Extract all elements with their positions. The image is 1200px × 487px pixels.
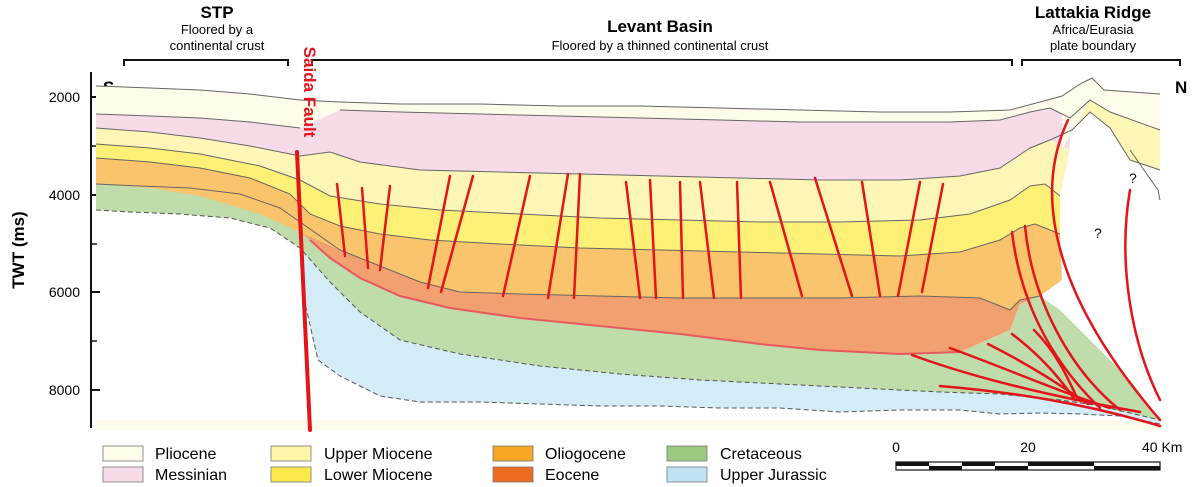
legend-swatch-cretaceous (666, 445, 708, 462)
legend: Pliocene Messinian Upper Miocene Lower M… (102, 445, 827, 484)
fault-18 (920, 182, 945, 294)
fault-8 (572, 172, 582, 300)
stratum-upper-jurassic (300, 248, 1160, 424)
fault-15 (813, 176, 854, 298)
fault-13 (735, 180, 743, 300)
fault-5 (439, 174, 475, 294)
thrust-splay-4 (1010, 332, 1077, 402)
y-axis-title: TWT (ms) (9, 211, 28, 288)
levant-basin-subtitle: Floored by a thinned continental crust (552, 38, 769, 53)
cretaceous-base-line (95, 209, 1161, 421)
y-tick-label-4000: 4000 (49, 187, 80, 203)
lattakia-ridge-subtitle-line2: plate boundary (1050, 38, 1137, 53)
legend-swatch-pliocene (102, 445, 144, 462)
stratum-cretaceous (96, 184, 1160, 420)
fault-2 (360, 186, 370, 270)
saida-fault-line (295, 150, 312, 432)
stratum-eocene (300, 232, 1040, 354)
stratum-lower-miocene (96, 144, 1060, 256)
y-tick-label-2000: 2000 (49, 89, 80, 105)
eocene-base-line (309, 239, 961, 356)
stratum-upper-miocene (96, 128, 1070, 222)
jurassic-base-line (301, 289, 1161, 425)
fault-12 (698, 180, 716, 300)
thrust-3 (1050, 118, 1162, 422)
thrust-2 (1023, 224, 1122, 412)
levant-basin-title: Levant Basin (607, 17, 713, 36)
scale-label-20: 20 (1020, 439, 1036, 455)
horizon-lines (95, 77, 1161, 311)
fault-4 (426, 174, 452, 290)
fault-16 (860, 180, 882, 298)
fault-1 (335, 182, 347, 258)
stratum-basement-fill (96, 420, 1160, 430)
lattakia-ridge-bracket (1021, 59, 1181, 66)
fault-11 (678, 180, 685, 300)
thrust-splay-3 (986, 342, 1090, 406)
stratum-ridge-core (1062, 110, 1160, 420)
fault-14 (768, 180, 804, 298)
legend-label-upper-jurassic: Upper Jurassic (720, 467, 827, 484)
fault-9 (624, 180, 642, 300)
thrust-splay-5 (1032, 328, 1080, 402)
scale-bar: 0 20 40 Km (892, 439, 1182, 471)
ridge-top-cover (1062, 78, 1160, 150)
fault-10 (648, 178, 658, 300)
scale-label-40-km: 40 Km (1142, 439, 1182, 455)
stp-subtitle-line1: Floored by a (181, 22, 254, 37)
legend-label-pliocene: Pliocene (155, 446, 216, 463)
saida-fault-label: Saida Fault (300, 47, 319, 138)
legend-label-eocene: Eocene (545, 467, 599, 484)
unknown-mark-lower: ? (1094, 225, 1102, 241)
north-end-label: N (1175, 78, 1187, 97)
unknown-mark-upper: ? (1129, 170, 1137, 186)
thrust-splay-1 (910, 353, 1142, 414)
legend-label-oliogocene: Oliogocene (545, 446, 626, 463)
ridge-upper-layers (1062, 100, 1160, 170)
legend-swatch-eocene (492, 466, 534, 483)
stp-subtitle-line2: continental crust (170, 38, 265, 53)
strata (95, 77, 1161, 430)
legend-swatch-upper-miocene (270, 445, 312, 462)
stp-title: STP (200, 3, 233, 22)
fault-6 (501, 174, 532, 298)
stratum-messinian (96, 108, 1070, 180)
basal-detachment (938, 384, 1162, 428)
legend-swatch-messinian (102, 466, 144, 483)
legend-swatch-upper-jurassic (666, 466, 708, 483)
stratum-pliocene (96, 86, 1070, 128)
fault-17 (896, 180, 922, 298)
levant-basin-bracket (311, 59, 1013, 66)
stp-bracket (123, 59, 289, 66)
y-tick-label-8000: 8000 (49, 382, 80, 398)
thrust-4 (1124, 188, 1162, 402)
stratum-oligocene (96, 158, 1062, 310)
legend-swatch-oliogocene (492, 445, 534, 462)
legend-label-messinian: Messinian (155, 467, 227, 484)
thrust-1 (1010, 230, 1102, 410)
legend-label-lower-miocene: Lower Miocene (324, 467, 433, 484)
lattakia-ridge-subtitle-line1: Africa/Eurasia (1053, 22, 1135, 37)
faults (295, 118, 1162, 432)
thrust-splay-2 (948, 346, 1112, 410)
legend-swatch-lower-miocene (270, 466, 312, 483)
fault-3 (378, 184, 392, 272)
fault-7 (546, 172, 570, 300)
y-tick-label-6000: 6000 (49, 284, 80, 300)
lattakia-ridge-title: Lattakia Ridge (1035, 3, 1151, 22)
legend-label-cretaceous: Cretaceous (720, 446, 802, 463)
scale-label-0: 0 (892, 439, 900, 455)
legend-label-upper-miocene: Upper Miocene (324, 446, 433, 463)
